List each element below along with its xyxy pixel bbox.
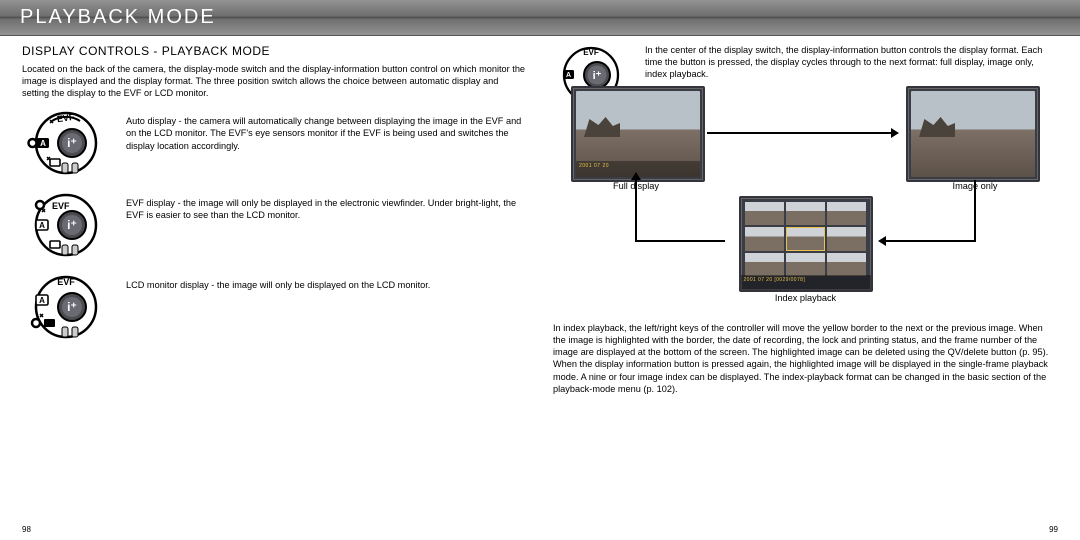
svg-text:i⁺: i⁺ [67,300,77,314]
page-header: PLAYBACK MODE [0,0,1080,36]
mode-row-auto: EVF A i⁺ Auto display - the camera will … [22,109,527,177]
svg-text:i⁺: i⁺ [67,218,77,232]
svg-text:EVF: EVF [57,277,75,287]
right-top-desc: In the center of the display switch, the… [645,44,1058,80]
svg-text:A: A [40,139,46,148]
arrow-full-to-image [707,132,891,134]
thumb-index-strip: 2001 07 20 [0029/0078] [741,275,871,290]
arrow-index-to-full-v [635,180,637,242]
arrow-image-to-index-v [974,180,976,240]
arrow-index-to-full-h [635,240,725,242]
left-column: DISPLAY CONTROLS - PLAYBACK MODE Located… [22,44,527,405]
svg-text:i⁺: i⁺ [593,70,602,82]
thumb-image-only [906,86,1040,182]
dial-icon-evf: EVF A i⁺ [22,191,114,259]
page-number-left: 98 [22,525,31,534]
page-number-right: 99 [1049,525,1058,534]
thumb-index-playback: 2001 07 20 [0029/0078] [739,196,873,292]
right-bottom-para: In index playback, the left/right keys o… [553,322,1058,395]
mode-desc-evf: EVF display - the image will only be dis… [126,191,527,221]
section-subhead: DISPLAY CONTROLS - PLAYBACK MODE [22,44,527,60]
dial-icon-auto: EVF A i⁺ [22,109,114,177]
mode-row-evf: EVF A i⁺ EVF display - the image will on… [22,191,527,259]
intro-paragraph: Located on the back of the camera, the d… [22,63,527,99]
thumb-full-display: 2001 07 20 [571,86,705,182]
label-index: Index playback [741,292,871,304]
arrow-image-to-index-h [886,240,976,242]
mode-desc-auto: Auto display - the camera will automatic… [126,109,527,151]
svg-text:A: A [566,72,571,79]
svg-text:EVF: EVF [52,201,70,211]
dial-icon-lcd: EVF A i⁺ [22,273,114,341]
svg-text:A: A [39,296,45,305]
mode-row-lcd: EVF A i⁺ LCD monitor display - the image… [22,273,527,341]
svg-text:EVF: EVF [583,48,599,57]
svg-text:i⁺: i⁺ [67,136,77,150]
right-column: EVF A i⁺ In the center of the display sw… [553,44,1058,405]
page-columns: DISPLAY CONTROLS - PLAYBACK MODE Located… [0,36,1080,405]
mode-desc-lcd: LCD monitor display - the image will onl… [126,273,527,291]
display-cycle-figure: 2001 07 20 2001 07 20 [0029/0078] Full d… [553,110,1058,310]
svg-text:A: A [39,221,45,230]
